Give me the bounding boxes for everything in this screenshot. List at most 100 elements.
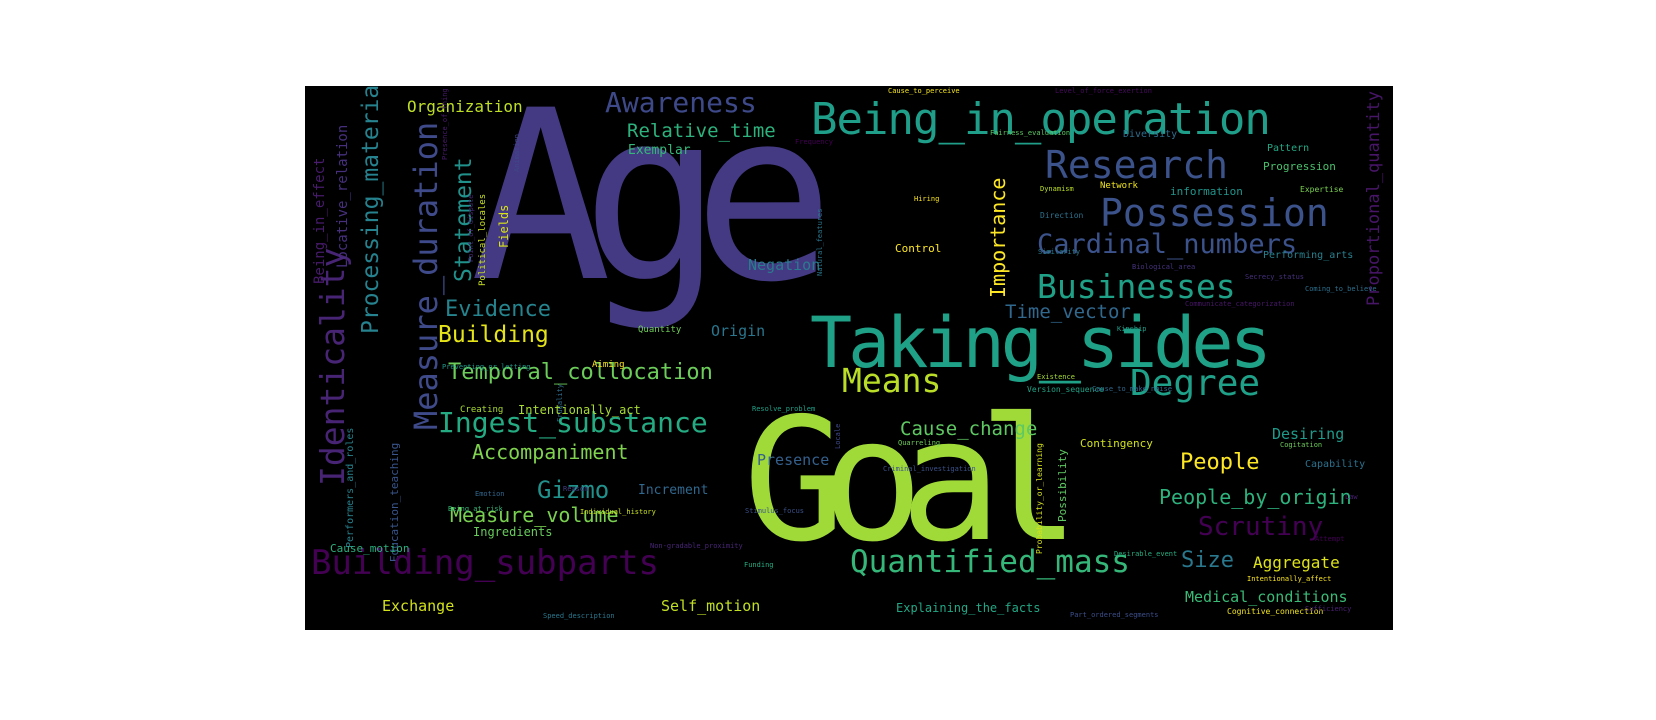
- word-fairness-evaluation: Fairness_evaluation: [990, 129, 1071, 137]
- word-dynamism: Dynamism: [1040, 185, 1074, 193]
- word-building: Building: [438, 322, 549, 348]
- word-network: Network: [1100, 181, 1138, 191]
- word-cause-to-make-noise: Cause_to_make_noise: [1092, 385, 1173, 393]
- word-cloud: Age Goal Taking_sides Being_in_operation…: [305, 86, 1393, 630]
- word-attempt: Attempt: [1315, 535, 1345, 543]
- word-awareness: Awareness: [605, 86, 757, 119]
- word-diversity: Diversity: [1123, 129, 1178, 140]
- word-cognitive-connection: Cognitive_connection: [1227, 607, 1324, 616]
- word-frequency: Frequency: [795, 138, 833, 146]
- word-being-at-risk: Being_at_risk: [448, 505, 503, 513]
- word-presence: Presence: [757, 451, 830, 469]
- word-speed-description: Speed_description: [543, 612, 615, 620]
- word-funding: Funding: [744, 561, 774, 569]
- word-hiring: Hiring: [914, 195, 940, 203]
- word-measure-volume: Measure_volume: [450, 503, 619, 527]
- word-increment: Increment: [638, 483, 709, 498]
- word-emotion: Emotion: [475, 490, 505, 498]
- word-organization: Organization: [407, 97, 523, 116]
- word-non-gradable-proximity: Non-gradable_proximity: [650, 542, 743, 550]
- word-criminal-investigation: Criminal_investigation: [883, 465, 976, 473]
- word-intentionally-affect: Intentionally_affect: [1247, 575, 1332, 583]
- word-quantity: Quantity: [638, 325, 682, 335]
- word-processing-materials: Processing_materials: [358, 86, 384, 334]
- word-communicate-categorization: Communicate_categorization: [1185, 300, 1295, 308]
- word-ingredients: Ingredients: [473, 525, 553, 539]
- word-sufficiency: Sufficiency: [1305, 605, 1352, 613]
- word-cause-motion: Cause_motion: [330, 542, 410, 555]
- word-locative-relation: Locative_relation: [335, 124, 351, 268]
- word-intentionally-act: Intentionally_act: [518, 403, 641, 417]
- word-being-in-operation: Being_in_operation: [811, 94, 1271, 145]
- word-means: Means: [842, 361, 942, 400]
- word-political-locales: Political_locales: [478, 193, 488, 286]
- word-time-vector: Time_vector: [1005, 301, 1131, 323]
- word-law: Law: [1345, 493, 1358, 501]
- word-building-subparts: Building_subparts: [311, 543, 659, 583]
- word-version-sequence: Version_sequence: [1027, 385, 1105, 394]
- word-resolve-problem: Resolve_problem: [752, 405, 816, 413]
- word-being-in-effect: Being_in_effect: [312, 157, 328, 284]
- word-desirable-event: Desirable_event: [1114, 550, 1178, 558]
- word-information: information: [1170, 185, 1243, 198]
- word-possession: Possession: [1100, 191, 1329, 235]
- word-measure-duration: Measure_duration: [407, 121, 445, 430]
- word-existence: Existence: [1037, 373, 1075, 381]
- word-reason: Reason: [563, 485, 589, 493]
- word-control: Control: [895, 242, 942, 255]
- word-people: People: [1180, 450, 1260, 475]
- word-proportional-quantity: Proportional_quantity: [1364, 91, 1384, 306]
- word-progression: Progression: [1263, 160, 1336, 173]
- word-pattern: Pattern: [1267, 143, 1310, 154]
- word-taking-sides: Taking_sides: [810, 302, 1272, 384]
- word-explaining-the-facts: Explaining_the_facts: [896, 601, 1041, 615]
- word-part-ordered-segments: Part_ordered_segments: [1070, 611, 1159, 619]
- word-preventing-or-letting: Preventing_or_letting: [442, 363, 531, 371]
- word-degree: Degree: [1130, 363, 1261, 404]
- word-goal: Goal: [743, 382, 1080, 580]
- word-scrutiny: Scrutiny: [1198, 512, 1324, 542]
- word-aiming: Aiming: [592, 360, 625, 370]
- word-creating: Creating: [460, 405, 504, 415]
- word-self-motion: Self_motion: [661, 597, 761, 615]
- word-capability: Capability: [1305, 459, 1366, 470]
- word-negation: Negation: [748, 256, 821, 274]
- word-medical-conditions: Medical_conditions: [1185, 588, 1348, 606]
- word-ingest-substance: Ingest_substance: [438, 406, 708, 439]
- word-expertise: Expertise: [1300, 185, 1344, 194]
- word-secrecy-status: Secrecy_status: [1245, 273, 1305, 281]
- word-contingency: Contingency: [1080, 437, 1153, 450]
- word-quantified-mass: Quantified_mass: [850, 544, 1130, 580]
- word-probability-or-learning: Probability_or_learning: [1035, 443, 1044, 554]
- word-individual-history: Individual_history: [580, 508, 656, 516]
- word-exchange: Exchange: [382, 597, 455, 615]
- word-importance: Importance: [986, 177, 1010, 298]
- word-exemplar: Exemplar: [628, 143, 691, 158]
- word-age: Age: [470, 86, 834, 334]
- word-performers-and-roles: Performers_and_roles: [345, 427, 356, 548]
- word-biological-area: Biological_area: [1132, 263, 1196, 271]
- word-similarity: Similarity: [1038, 248, 1081, 256]
- word-origin: Origin: [711, 322, 766, 340]
- word-aggregate: Aggregate: [1253, 553, 1340, 572]
- word-presence-of-thing: Presence_of_thing: [441, 88, 449, 160]
- word-cause-change: Cause_change: [900, 418, 1038, 440]
- word-gizmo: Gizmo: [537, 476, 610, 504]
- word-size: Size: [1181, 548, 1234, 573]
- word-level-of-force-exertion: Level_of_force_exertion: [1055, 87, 1152, 95]
- word-cardinal-numbers: Cardinal_numbers: [1037, 229, 1298, 260]
- word-animation: Animation: [513, 134, 521, 172]
- word-temporal-collocation: Temporal_collocation: [448, 360, 713, 385]
- word-performing-arts: Performing_arts: [1263, 250, 1354, 261]
- word-point-of-dispute: Point_of_dispute: [467, 194, 475, 262]
- word-evidence: Evidence: [445, 297, 551, 322]
- word-relative-time: Relative_time: [627, 120, 776, 142]
- word-locale: Locale: [834, 423, 842, 449]
- word-businesses: Businesses: [1037, 267, 1236, 306]
- word-desiring: Desiring: [1272, 425, 1345, 443]
- word-coming-to-believe: Coming_to_believe: [1305, 285, 1377, 293]
- word-kinship: Kinship: [1117, 325, 1147, 333]
- word-cause-to-perceive: Cause_to_perceive: [888, 87, 960, 95]
- word-research: Research: [1045, 143, 1229, 187]
- word-fields: Fields: [497, 204, 511, 248]
